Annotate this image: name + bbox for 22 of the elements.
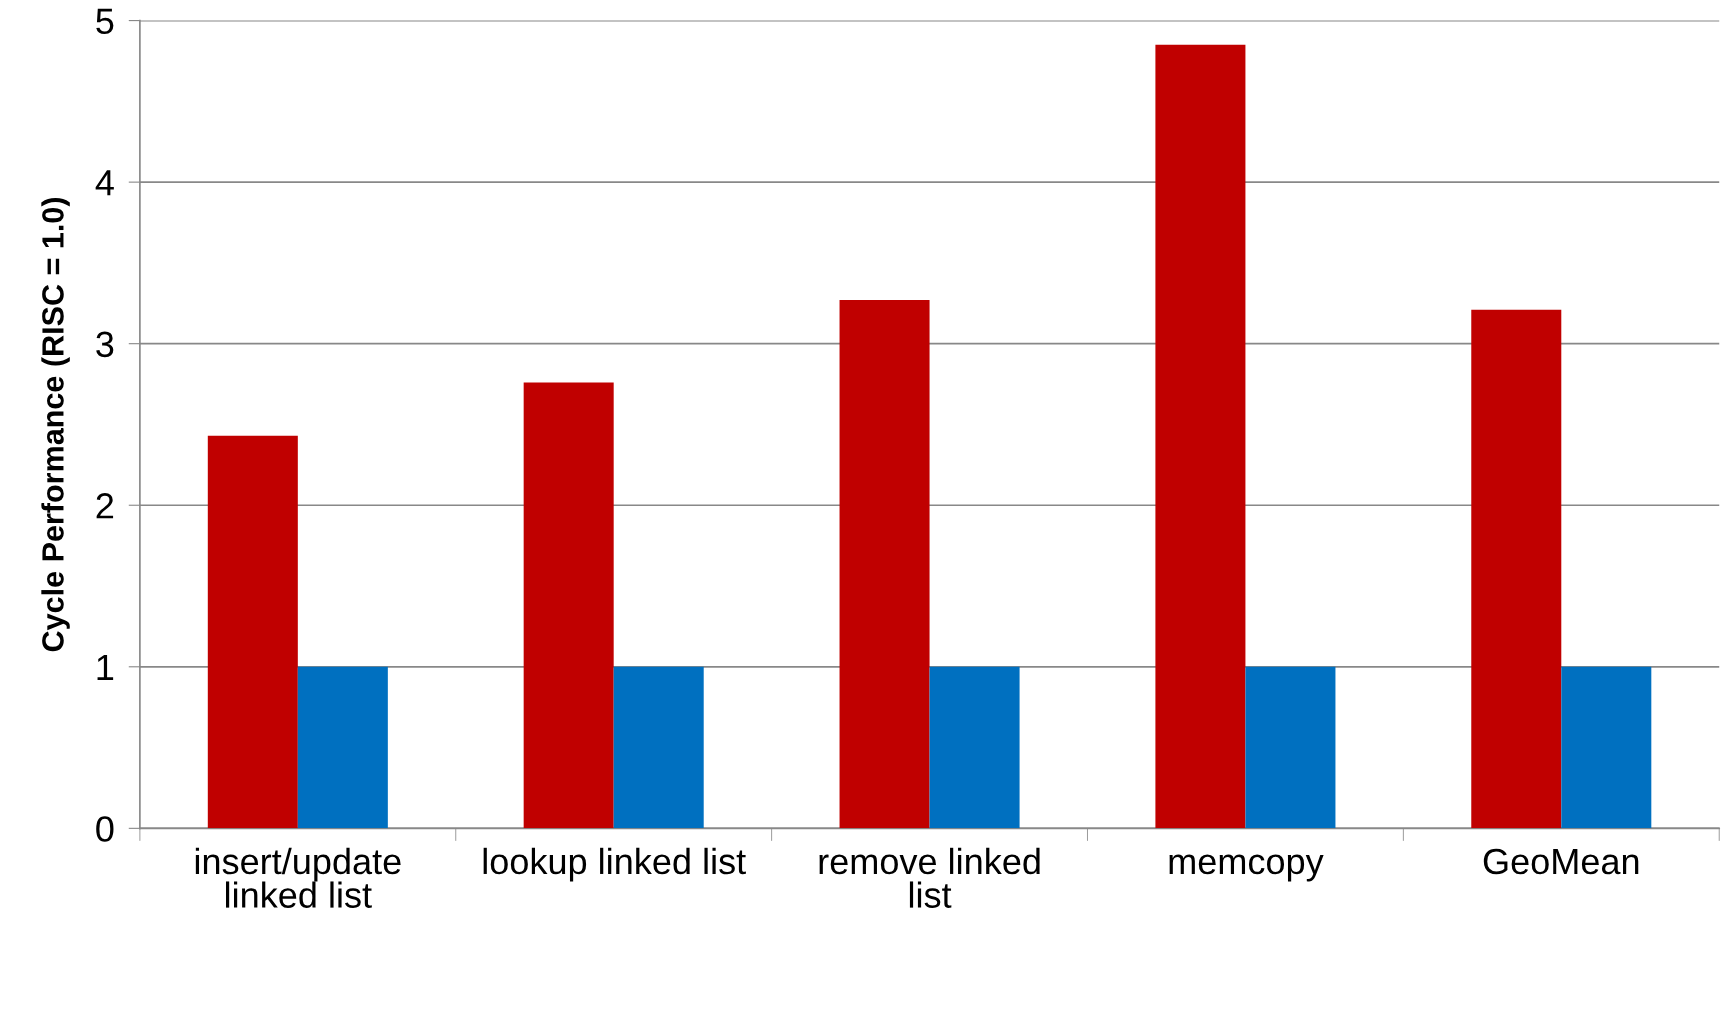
bar	[1155, 44, 1246, 829]
bar	[1561, 666, 1652, 829]
bar	[523, 382, 614, 829]
bar	[1471, 309, 1562, 829]
y-tick-label: 3	[96, 331, 114, 358]
y-axis-title: Cycle Performance (RISC = 1.0)	[41, 197, 70, 652]
bar	[929, 666, 1020, 829]
bar	[1245, 666, 1336, 829]
bar	[839, 300, 930, 829]
bar	[297, 666, 388, 829]
bar	[207, 435, 298, 829]
y-tick-label: 0	[96, 816, 114, 842]
x-tick-label: lookup linked list	[483, 847, 746, 882]
x-tick-label: GeoMean	[1483, 848, 1639, 875]
y-tick-label: 5	[96, 8, 114, 35]
y-tick-label: 4	[95, 170, 114, 196]
x-tick-label: insert/update linked list	[195, 847, 401, 908]
y-tick-label: 2	[96, 493, 114, 519]
x-tick-label: memcopy	[1169, 854, 1324, 882]
y-tick-label: 1	[97, 655, 114, 680]
bar	[613, 666, 704, 829]
x-tick-label: remove linked list	[819, 847, 1040, 908]
